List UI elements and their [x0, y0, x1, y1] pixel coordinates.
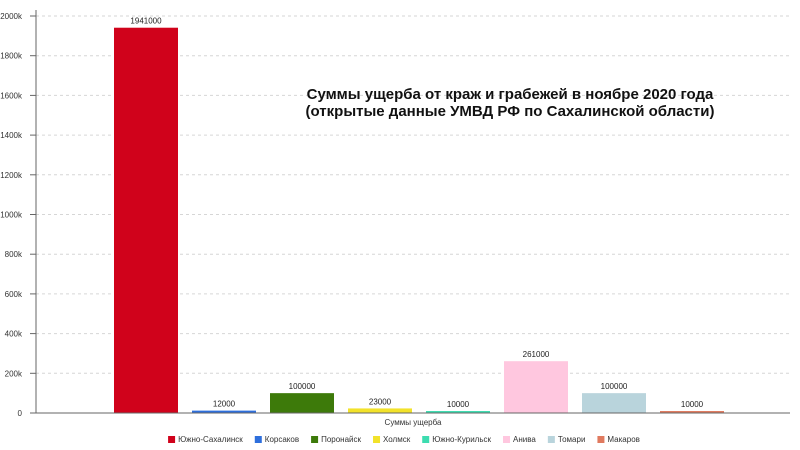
data-label: 12000 [213, 400, 236, 409]
data-label: 23000 [369, 397, 392, 406]
legend-item[interactable]: Томари [547, 435, 586, 444]
legend-item[interactable]: Макаров [597, 435, 640, 444]
y-tick-label: 2000k [0, 12, 23, 21]
y-tick-label: 1600k [0, 91, 23, 100]
y-tick-label: 400k [5, 330, 23, 339]
legend-swatch [422, 436, 430, 443]
chart-title-line-2: (открытые данные УМВД РФ по Сахалинской … [305, 103, 715, 120]
legend-label: Томари [558, 435, 586, 444]
y-tick-label: 200k [5, 369, 23, 378]
y-tick-label: 1200k [0, 171, 23, 180]
data-label: 261000 [523, 350, 550, 359]
chart-title-line-1: Суммы ущерба от краж и грабежей в ноябре… [306, 86, 714, 103]
axes [35, 10, 790, 414]
y-tick-label: 1000k [0, 211, 23, 220]
y-tick-label: 600k [5, 290, 23, 299]
legend-swatch [547, 436, 555, 443]
legend-swatch [168, 436, 176, 443]
y-tick-label: 800k [5, 250, 23, 259]
bar[interactable] [660, 411, 724, 413]
data-labels: 1941000 12000 100000 23000 10000 261000 100000… [130, 17, 703, 409]
y-tick-label: 1800k [0, 52, 23, 61]
legend-swatch [311, 436, 319, 443]
legend-item[interactable]: Поронайск [311, 435, 362, 444]
legend-label: Холмск [383, 435, 411, 444]
bar[interactable] [426, 411, 490, 413]
bar[interactable] [114, 27, 178, 414]
legend-item[interactable]: Холмск [373, 435, 411, 444]
legend-label: Южно-Курильск [432, 435, 491, 444]
bar[interactable] [348, 408, 412, 413]
bar[interactable] [504, 361, 568, 413]
legend-swatch [373, 436, 381, 443]
legend-item[interactable]: Корсаков [254, 435, 299, 444]
data-label: 100000 [289, 382, 316, 391]
bar[interactable] [582, 393, 646, 413]
data-label: 1941000 [130, 17, 162, 26]
legend-item[interactable]: Анива [503, 435, 536, 444]
legend-item[interactable]: Южно-Курильск [422, 435, 492, 444]
legend: Южно-Сахалинск Корсаков Поронайск Холмск Южн… [168, 435, 640, 444]
bar[interactable] [192, 410, 256, 413]
y-tick-label: 1400k [0, 131, 23, 140]
y-axis-ticks: 0 200k 400k 600k 800k 1000k 1200k 1400k 1600k 180… [0, 12, 36, 418]
legend-label: Макаров [607, 435, 639, 444]
data-label: 10000 [681, 400, 704, 409]
y-tick-label: 0 [18, 409, 23, 418]
chart-title: Суммы ущерба от краж и грабежей в ноябре… [270, 86, 750, 120]
bars [114, 27, 724, 414]
legend-label: Корсаков [265, 435, 299, 444]
legend-swatch [503, 436, 511, 443]
data-label: 10000 [447, 400, 470, 409]
data-label: 100000 [601, 382, 628, 391]
x-axis-label: Суммы ущерба [385, 418, 442, 427]
legend-swatch [254, 436, 262, 443]
legend-label: Анива [513, 435, 536, 444]
legend-label: Поронайск [321, 435, 361, 444]
legend-label: Южно-Сахалинск [178, 435, 243, 444]
bar[interactable] [270, 393, 334, 413]
legend-swatch [597, 436, 605, 443]
legend-item[interactable]: Южно-Сахалинск [168, 435, 243, 444]
